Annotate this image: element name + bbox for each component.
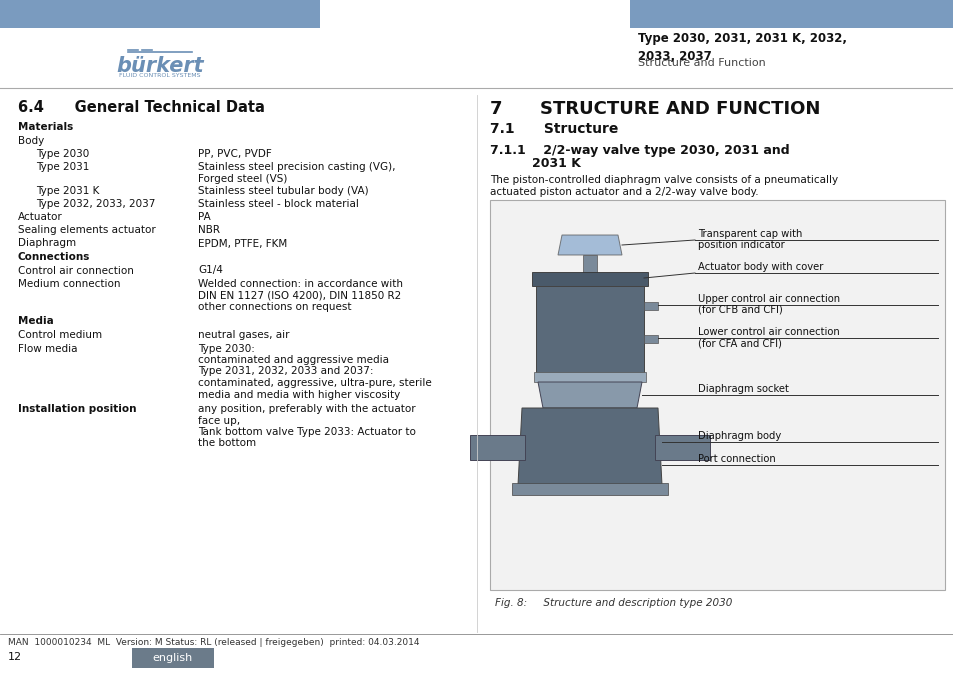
Text: 7.1.1    2/2-way valve type 2030, 2031 and: 7.1.1 2/2-way valve type 2030, 2031 and xyxy=(490,144,789,157)
Polygon shape xyxy=(558,235,621,255)
Text: Welded connection: in accordance with: Welded connection: in accordance with xyxy=(198,279,402,289)
Bar xyxy=(532,272,647,286)
Text: Type 2031: Type 2031 xyxy=(36,162,90,172)
Bar xyxy=(0,0,319,28)
Text: 7      STRUCTURE AND FUNCTION: 7 STRUCTURE AND FUNCTION xyxy=(490,100,820,118)
Text: Medium connection: Medium connection xyxy=(18,279,120,289)
Text: PP, PVC, PVDF: PP, PVC, PVDF xyxy=(198,149,272,159)
Text: NBR: NBR xyxy=(198,225,220,235)
Text: any position, preferably with the actuator: any position, preferably with the actuat… xyxy=(198,404,416,414)
Text: Stainless steel tubular body (VA): Stainless steel tubular body (VA) xyxy=(198,186,368,197)
Bar xyxy=(536,286,643,374)
Text: PA: PA xyxy=(198,211,211,221)
Text: 7.1      Structure: 7.1 Structure xyxy=(490,122,618,136)
Text: Structure and Function: Structure and Function xyxy=(638,58,765,68)
Text: DIN EN 1127 (ISO 4200), DIN 11850 R2: DIN EN 1127 (ISO 4200), DIN 11850 R2 xyxy=(198,291,401,301)
Text: Actuator body with cover: Actuator body with cover xyxy=(698,262,822,272)
Text: Actuator: Actuator xyxy=(18,211,63,221)
Text: Type 2030: Type 2030 xyxy=(36,149,90,159)
Text: Tank bottom valve Type 2033: Actuator to: Tank bottom valve Type 2033: Actuator to xyxy=(198,427,416,437)
Text: contaminated and aggressive media: contaminated and aggressive media xyxy=(198,355,389,365)
Text: Connections: Connections xyxy=(18,252,91,262)
Text: Type 2031, 2032, 2033 and 2037:: Type 2031, 2032, 2033 and 2037: xyxy=(198,367,374,376)
Bar xyxy=(643,302,658,310)
Text: english: english xyxy=(152,653,193,663)
Bar xyxy=(534,372,645,382)
Text: Type 2030, 2031, 2031 K, 2032,
2033, 2037: Type 2030, 2031, 2031 K, 2032, 2033, 203… xyxy=(638,32,846,63)
Text: 2031 K: 2031 K xyxy=(532,157,580,170)
Text: Transparent cap with: Transparent cap with xyxy=(698,229,801,239)
Text: the bottom: the bottom xyxy=(198,439,255,448)
Polygon shape xyxy=(537,382,641,408)
Text: 6.4      General Technical Data: 6.4 General Technical Data xyxy=(18,100,265,115)
Text: other connections on request: other connections on request xyxy=(198,302,351,312)
Text: Materials: Materials xyxy=(18,122,73,132)
Bar xyxy=(132,648,213,668)
Text: Type 2030:: Type 2030: xyxy=(198,343,254,353)
Text: Lower control air connection: Lower control air connection xyxy=(698,327,839,337)
Text: Control air connection: Control air connection xyxy=(18,266,133,275)
Text: bürkert: bürkert xyxy=(116,56,204,76)
Bar xyxy=(643,335,658,343)
Bar xyxy=(490,200,944,590)
Text: The piston-controlled diaphragm valve consists of a pneumatically: The piston-controlled diaphragm valve co… xyxy=(490,175,838,185)
Text: EPDM, PTFE, FKM: EPDM, PTFE, FKM xyxy=(198,238,287,248)
Bar xyxy=(470,435,524,460)
Polygon shape xyxy=(517,408,661,485)
Text: Diaphragm socket: Diaphragm socket xyxy=(698,384,788,394)
Text: actuated piston actuator and a 2/2-way valve body.: actuated piston actuator and a 2/2-way v… xyxy=(490,187,758,197)
Text: (for CFA and CFI): (for CFA and CFI) xyxy=(698,338,781,348)
Text: Port connection: Port connection xyxy=(698,454,775,464)
Text: G1/4: G1/4 xyxy=(198,266,223,275)
Text: Flow media: Flow media xyxy=(18,343,77,353)
Text: contaminated, aggressive, ultra-pure, sterile: contaminated, aggressive, ultra-pure, st… xyxy=(198,378,432,388)
Text: MAN  1000010234  ML  Version: M Status: RL (released | freigegeben)  printed: 04: MAN 1000010234 ML Version: M Status: RL … xyxy=(8,638,419,647)
Text: Diaphragm body: Diaphragm body xyxy=(698,431,781,441)
Text: face up,: face up, xyxy=(198,415,240,425)
Text: neutral gases, air: neutral gases, air xyxy=(198,330,289,340)
Text: media and media with higher viscosity: media and media with higher viscosity xyxy=(198,390,400,400)
Text: Installation position: Installation position xyxy=(18,404,136,414)
Text: (for CFB and CFI): (for CFB and CFI) xyxy=(698,305,781,315)
Text: Media: Media xyxy=(18,316,53,326)
Text: Stainless steel - block material: Stainless steel - block material xyxy=(198,199,358,209)
Bar xyxy=(629,0,953,28)
Text: Stainless steel precision casting (VG),: Stainless steel precision casting (VG), xyxy=(198,162,395,172)
Bar xyxy=(512,483,667,495)
Text: Type 2031 K: Type 2031 K xyxy=(36,186,99,197)
Text: 12: 12 xyxy=(8,652,22,662)
Text: Upper control air connection: Upper control air connection xyxy=(698,294,840,304)
Text: Forged steel (VS): Forged steel (VS) xyxy=(198,174,287,184)
Text: Diaphragm: Diaphragm xyxy=(18,238,76,248)
Text: Control medium: Control medium xyxy=(18,330,102,340)
Text: FLUID CONTROL SYSTEMS: FLUID CONTROL SYSTEMS xyxy=(119,73,200,78)
Text: Type 2032, 2033, 2037: Type 2032, 2033, 2037 xyxy=(36,199,155,209)
Text: Body: Body xyxy=(18,135,44,145)
Text: Sealing elements actuator: Sealing elements actuator xyxy=(18,225,155,235)
Bar xyxy=(655,435,709,460)
Text: position indicator: position indicator xyxy=(698,240,784,250)
Text: Fig. 8:     Structure and description type 2030: Fig. 8: Structure and description type 2… xyxy=(495,598,732,608)
Bar xyxy=(582,255,597,273)
